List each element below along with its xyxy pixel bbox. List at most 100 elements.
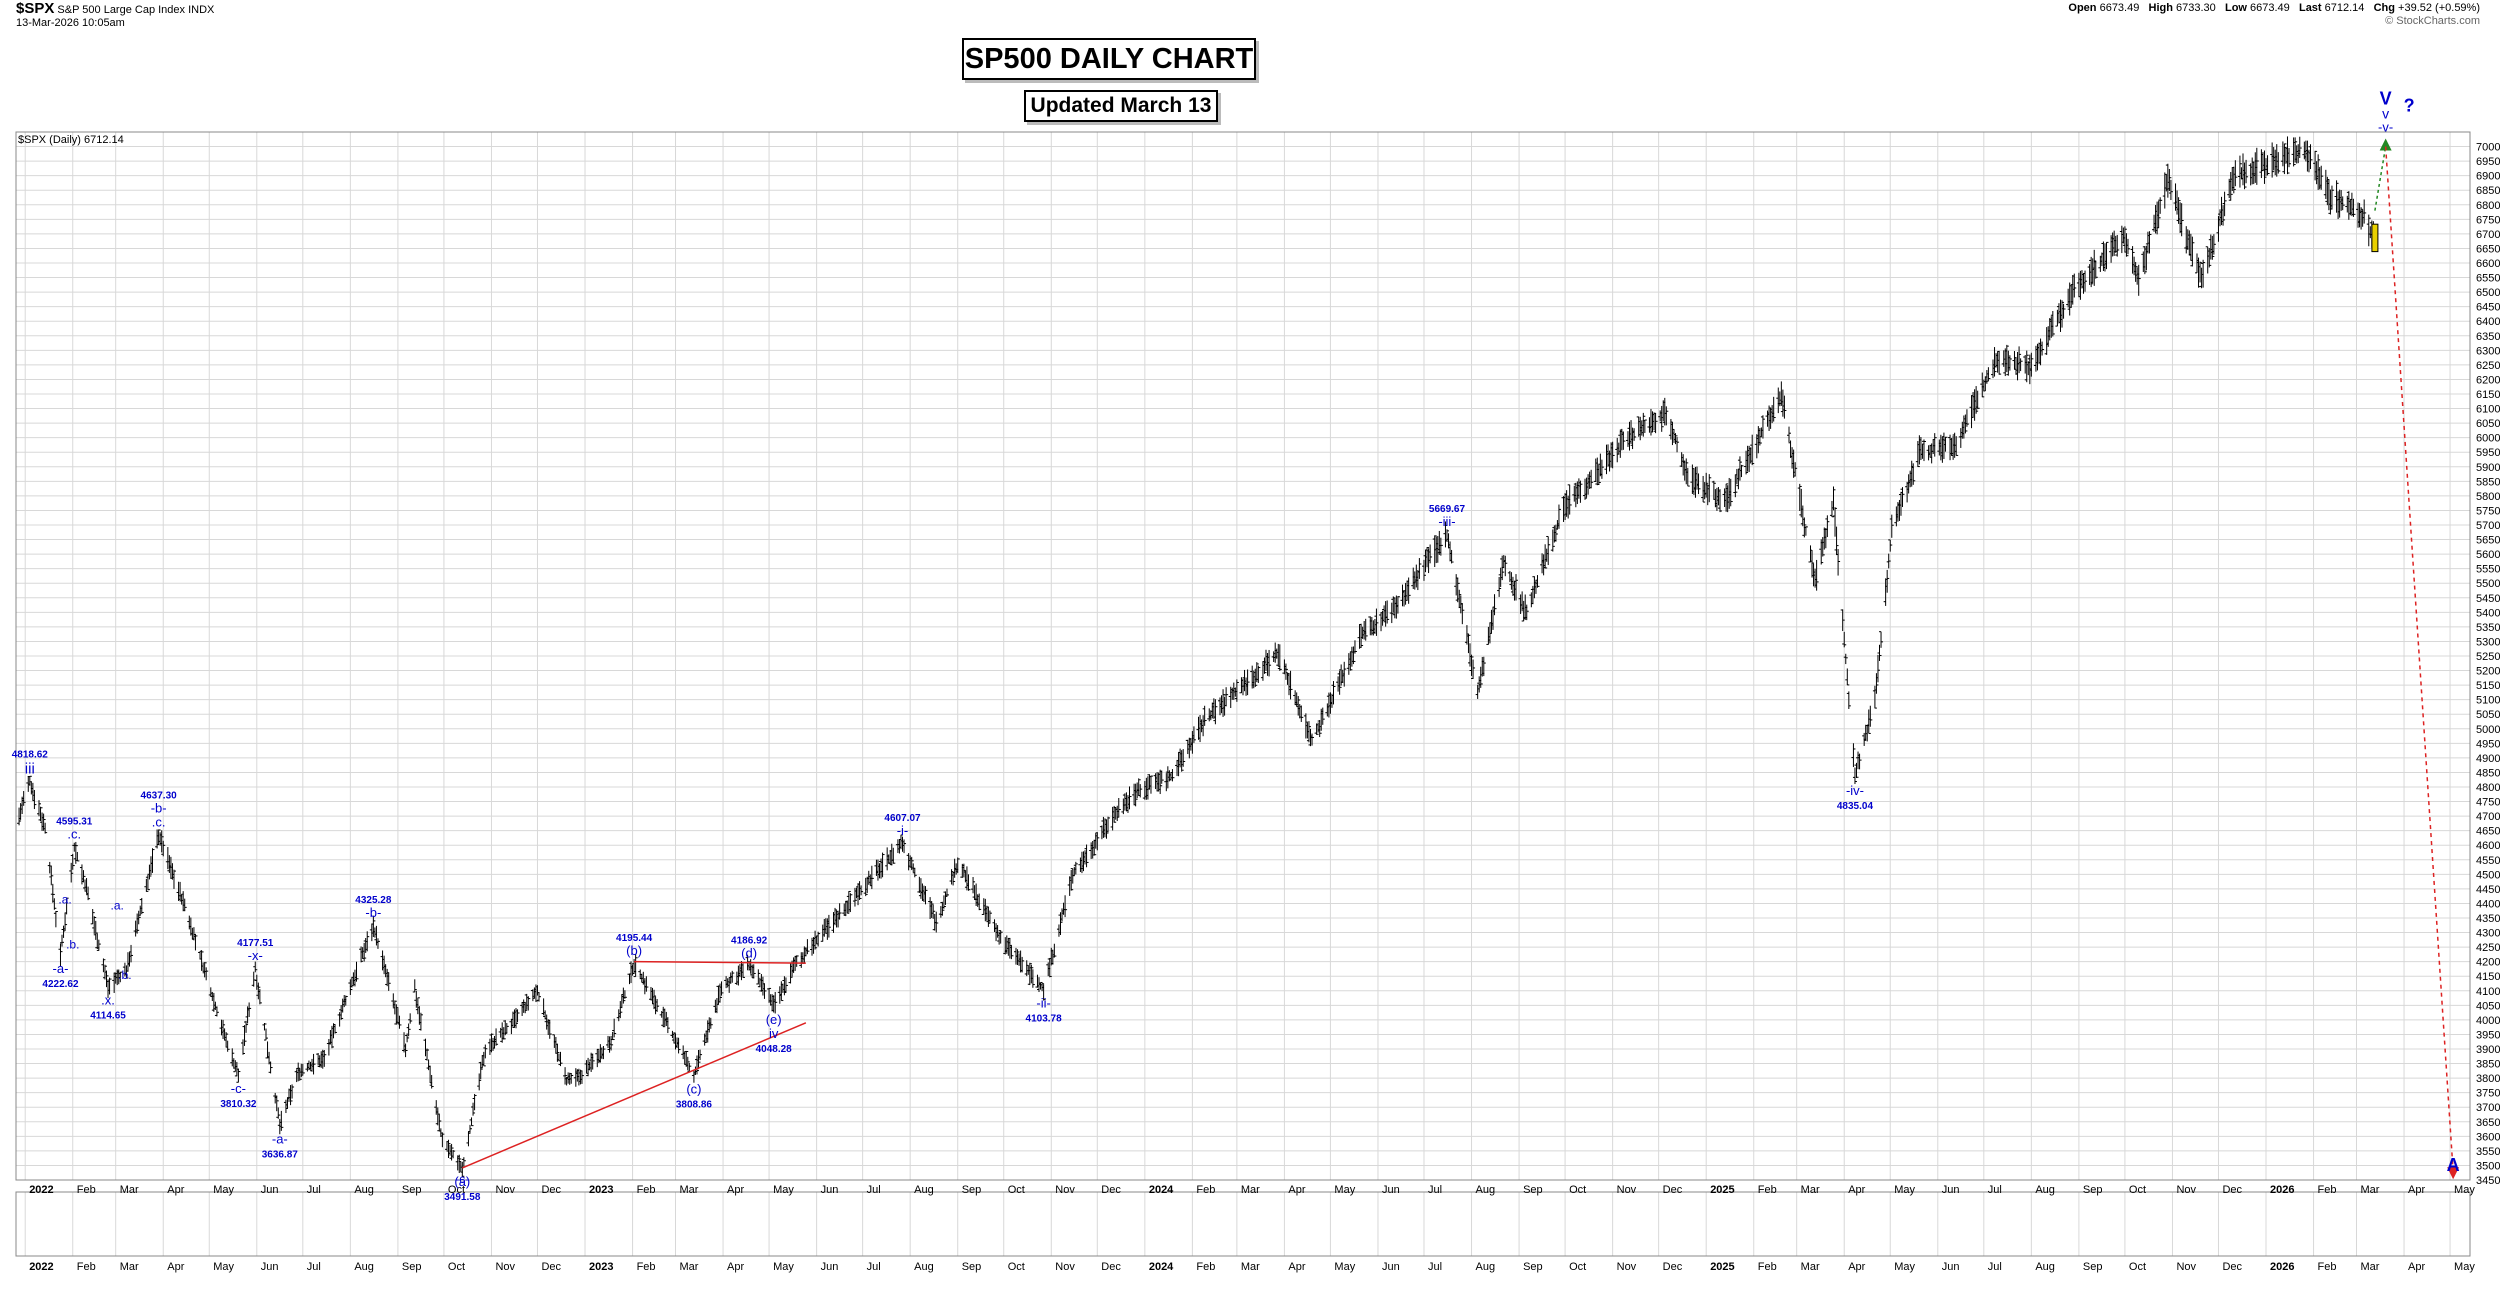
y-tick-label: 5850 <box>2476 476 2500 488</box>
y-tick-label: 6800 <box>2476 200 2500 212</box>
y-tick-label: 4300 <box>2476 928 2500 940</box>
y-tick-label: 5650 <box>2476 535 2500 547</box>
y-tick-label: 6400 <box>2476 316 2500 328</box>
x-tick-label-lower: Feb <box>77 1261 96 1273</box>
sub-wave-label: .a. <box>58 892 71 906</box>
x-tick-label-lower: Aug <box>1476 1261 1496 1273</box>
wave-label: -x- <box>248 948 263 963</box>
x-tick-label-lower: Aug <box>914 1261 934 1273</box>
x-tick-label: Nov <box>1617 1184 1637 1196</box>
price-label: 3636.87 <box>262 1150 299 1161</box>
x-tick-label-lower: May <box>773 1261 794 1273</box>
y-tick-label: 5450 <box>2476 593 2500 605</box>
price-label: 3491.58 <box>444 1192 481 1203</box>
x-tick-label-lower: Dec <box>2222 1261 2242 1273</box>
y-tick-label: 4000 <box>2476 1015 2500 1027</box>
x-tick-label: Sep <box>402 1184 422 1196</box>
y-tick-label: 5100 <box>2476 695 2500 707</box>
x-tick-label-lower: Mar <box>2361 1261 2380 1273</box>
price-label: 4222.62 <box>42 979 79 990</box>
x-tick-label-lower: Feb <box>637 1261 656 1273</box>
y-tick-label: 4250 <box>2476 942 2500 954</box>
y-tick-label: 4600 <box>2476 840 2500 852</box>
y-tick-label: 6900 <box>2476 171 2500 183</box>
x-tick-label-lower: Oct <box>1569 1261 1586 1273</box>
wave-label: -b- <box>151 800 167 815</box>
price-label: 5669.67 <box>1429 504 1466 515</box>
x-tick-label: Dec <box>2222 1184 2242 1196</box>
x-tick-label-lower: Jun <box>1942 1261 1960 1273</box>
y-tick-label: 4650 <box>2476 826 2500 838</box>
y-tick-label: 4500 <box>2476 869 2500 881</box>
x-tick-label-lower: Sep <box>402 1261 422 1273</box>
ohlc-readout: Open 6673.49 High 6733.30 Low 6673.49 La… <box>2068 2 2480 28</box>
y-tick-label: 3450 <box>2476 1175 2500 1187</box>
y-tick-label: 6450 <box>2476 302 2500 314</box>
x-tick-label: Aug <box>354 1184 374 1196</box>
price-label: 4818.62 <box>12 750 49 761</box>
x-tick-label: Jul <box>1428 1184 1442 1196</box>
price-label: 4186.92 <box>731 935 768 946</box>
y-tick-label: 5200 <box>2476 666 2500 678</box>
x-tick-label: 2026 <box>2270 1184 2294 1196</box>
wave-label: iii <box>25 761 35 778</box>
exchange: INDX <box>188 4 215 16</box>
x-tick-label-lower: Oct <box>448 1261 465 1273</box>
trendline <box>462 1022 807 1169</box>
price-panel-frame <box>15 131 2471 1181</box>
y-tick-label: 4550 <box>2476 855 2500 867</box>
x-tick-label-lower: Apr <box>1288 1261 1305 1273</box>
y-tick-label: 3500 <box>2476 1160 2500 1172</box>
x-tick-label-lower: Apr <box>1848 1261 1865 1273</box>
x-tick-label: 2022 <box>29 1184 53 1196</box>
current-bar <box>2371 223 2379 253</box>
price-label: 4835.04 <box>1837 801 1874 812</box>
wave-label: (d) <box>741 945 757 960</box>
wave-label: -b- <box>365 905 381 920</box>
last-label: Last <box>2298 2 2322 14</box>
series-legend: $SPX (Daily) 6712.14 <box>18 134 124 146</box>
x-tick-label: Oct <box>1008 1184 1025 1196</box>
x-tick-label: May <box>2454 1184 2475 1196</box>
x-tick-label: May <box>773 1184 794 1196</box>
y-tick-label: 5000 <box>2476 724 2500 736</box>
x-tick-label-lower: Feb <box>1758 1261 1777 1273</box>
x-tick-label-lower: 2022 <box>29 1261 53 1273</box>
x-tick-label-lower: Aug <box>354 1261 374 1273</box>
wave-label: -i- <box>897 823 909 838</box>
x-tick-label: May <box>1894 1184 1915 1196</box>
x-tick-label: Sep <box>1523 1184 1543 1196</box>
timestamp: 13-Mar-2026 10:05am <box>16 17 125 29</box>
x-tick-label: Apr <box>727 1184 744 1196</box>
x-tick-label-lower: Jun <box>821 1261 839 1273</box>
x-tick-label-lower: Oct <box>2129 1261 2146 1273</box>
sub-wave-label: .a. <box>111 898 124 912</box>
x-tick-label-lower: 2025 <box>1710 1261 1734 1273</box>
x-tick-label-lower: Jun <box>1382 1261 1400 1273</box>
x-tick-label: Mar <box>1241 1184 1260 1196</box>
x-tick-label: Mar <box>120 1184 139 1196</box>
x-tick-label: Nov <box>2176 1184 2196 1196</box>
x-tick-label: Nov <box>495 1184 515 1196</box>
projection-up-line <box>2374 146 2387 211</box>
x-tick-label-lower: Sep <box>1523 1261 1543 1273</box>
price-label: 3808.86 <box>676 1100 713 1111</box>
price-label: 4637.30 <box>141 790 178 801</box>
x-tick-label: Jun <box>821 1184 839 1196</box>
price-label: 4325.28 <box>355 895 392 906</box>
x-tick-label-lower: Nov <box>1055 1261 1075 1273</box>
x-tick-label-lower: Oct <box>1008 1261 1025 1273</box>
x-tick-label: Feb <box>77 1184 96 1196</box>
y-tick-label: 6600 <box>2476 258 2500 270</box>
index-name: S&P 500 Large Cap Index <box>57 4 186 16</box>
wave-label: (a) <box>454 1174 470 1189</box>
wave-label: .x. <box>101 993 115 1008</box>
x-tick-label-lower: Apr <box>167 1261 184 1273</box>
x-tick-label: Oct <box>1569 1184 1586 1196</box>
y-tick-label: 4800 <box>2476 782 2500 794</box>
x-tick-label-lower: Dec <box>1663 1261 1683 1273</box>
y-tick-label: 5150 <box>2476 680 2500 692</box>
y-tick-label: 6850 <box>2476 185 2500 197</box>
wave-label: -a- <box>53 961 69 976</box>
x-tick-label: Feb <box>1196 1184 1215 1196</box>
